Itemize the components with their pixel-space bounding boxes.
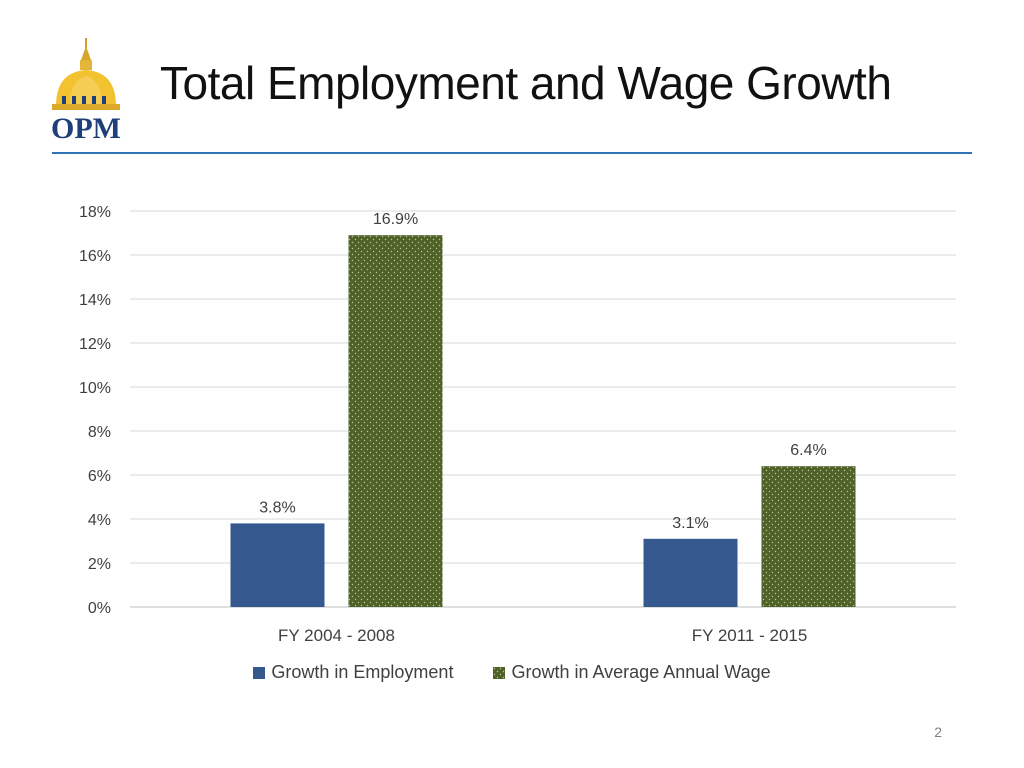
legend-swatch-wage bbox=[493, 666, 506, 679]
opm-logo: OPM bbox=[51, 38, 121, 144]
title-rule bbox=[52, 152, 972, 154]
y-tick-label: 16% bbox=[79, 248, 111, 265]
bar-chart: 0% 2% 4% 6% 8% 10% 12% 14% 16% 18% 3.8% 16.9% 3.1% 6… bbox=[79, 204, 956, 645]
data-label: 3.1% bbox=[672, 515, 708, 532]
legend-item-employment: Growth in Employment bbox=[253, 662, 453, 683]
chart-legend: Growth in Employment Growth in Average A… bbox=[0, 662, 1024, 683]
y-axis: 0% 2% 4% 6% 8% 10% 12% 14% 16% 18% bbox=[79, 204, 111, 617]
bar-employment bbox=[643, 538, 738, 607]
data-label: 16.9% bbox=[373, 211, 418, 228]
data-label: 6.4% bbox=[790, 442, 826, 459]
y-tick-label: 8% bbox=[88, 424, 111, 441]
y-tick-label: 4% bbox=[88, 512, 111, 529]
y-tick-label: 2% bbox=[88, 556, 111, 573]
category-label: FY 2004 - 2008 bbox=[278, 626, 395, 645]
logo-text: OPM bbox=[51, 112, 121, 144]
legend-label-wage: Growth in Average Annual Wage bbox=[511, 662, 771, 682]
legend-label-employment: Growth in Employment bbox=[271, 662, 454, 682]
y-tick-label: 0% bbox=[88, 600, 111, 617]
bar-employment bbox=[230, 523, 325, 607]
bar-layer bbox=[230, 235, 856, 607]
x-axis: FY 2004 - 2008 FY 2011 - 2015 bbox=[278, 626, 807, 645]
data-label-layer: 3.8% 16.9% 3.1% 6.4% bbox=[259, 211, 826, 532]
legend-item-wage: Growth in Average Annual Wage bbox=[493, 662, 771, 683]
legend-swatch-employment bbox=[253, 666, 266, 679]
y-tick-label: 14% bbox=[79, 292, 111, 309]
y-tick-label: 18% bbox=[79, 204, 111, 221]
slide-title: Total Employment and Wage Growth bbox=[160, 57, 892, 109]
bar-wage bbox=[348, 235, 443, 607]
y-tick-label: 10% bbox=[79, 380, 111, 397]
category-label: FY 2011 - 2015 bbox=[692, 626, 808, 645]
y-tick-label: 12% bbox=[79, 336, 111, 353]
y-tick-label: 6% bbox=[88, 468, 111, 485]
page-number: 2 bbox=[934, 724, 942, 740]
data-label: 3.8% bbox=[259, 499, 295, 516]
bar-wage bbox=[761, 466, 856, 607]
